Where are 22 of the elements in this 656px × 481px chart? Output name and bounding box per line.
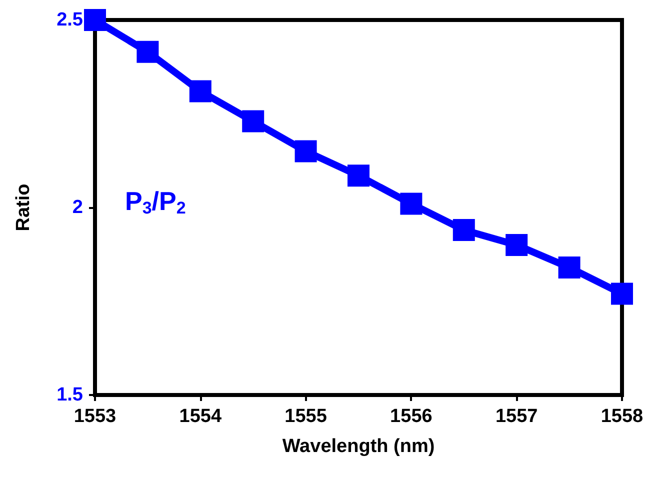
y-axis-title: Ratio xyxy=(13,184,34,232)
x-tick-label: 1556 xyxy=(390,406,432,427)
y-tick-label: 1.5 xyxy=(56,384,84,406)
point xyxy=(506,234,528,256)
x-tick-label: 1553 xyxy=(74,406,116,427)
point xyxy=(558,256,580,278)
x-tick-label: 1558 xyxy=(600,406,644,427)
point xyxy=(452,219,475,241)
point xyxy=(136,40,159,63)
point xyxy=(611,282,633,305)
point xyxy=(294,140,317,162)
x-axis-title: Wavelength (nm) xyxy=(282,436,435,457)
x-tick-label: 1557 xyxy=(495,406,538,427)
y-tick-label: 2 xyxy=(72,197,83,218)
y-tick-label: 2.5 xyxy=(56,10,84,30)
point xyxy=(189,80,212,102)
x-tick-label: 1554 xyxy=(179,406,222,427)
point xyxy=(348,164,370,187)
point xyxy=(84,9,106,31)
x-tick-label: 1555 xyxy=(284,406,328,427)
point xyxy=(242,110,264,132)
point xyxy=(400,192,422,215)
